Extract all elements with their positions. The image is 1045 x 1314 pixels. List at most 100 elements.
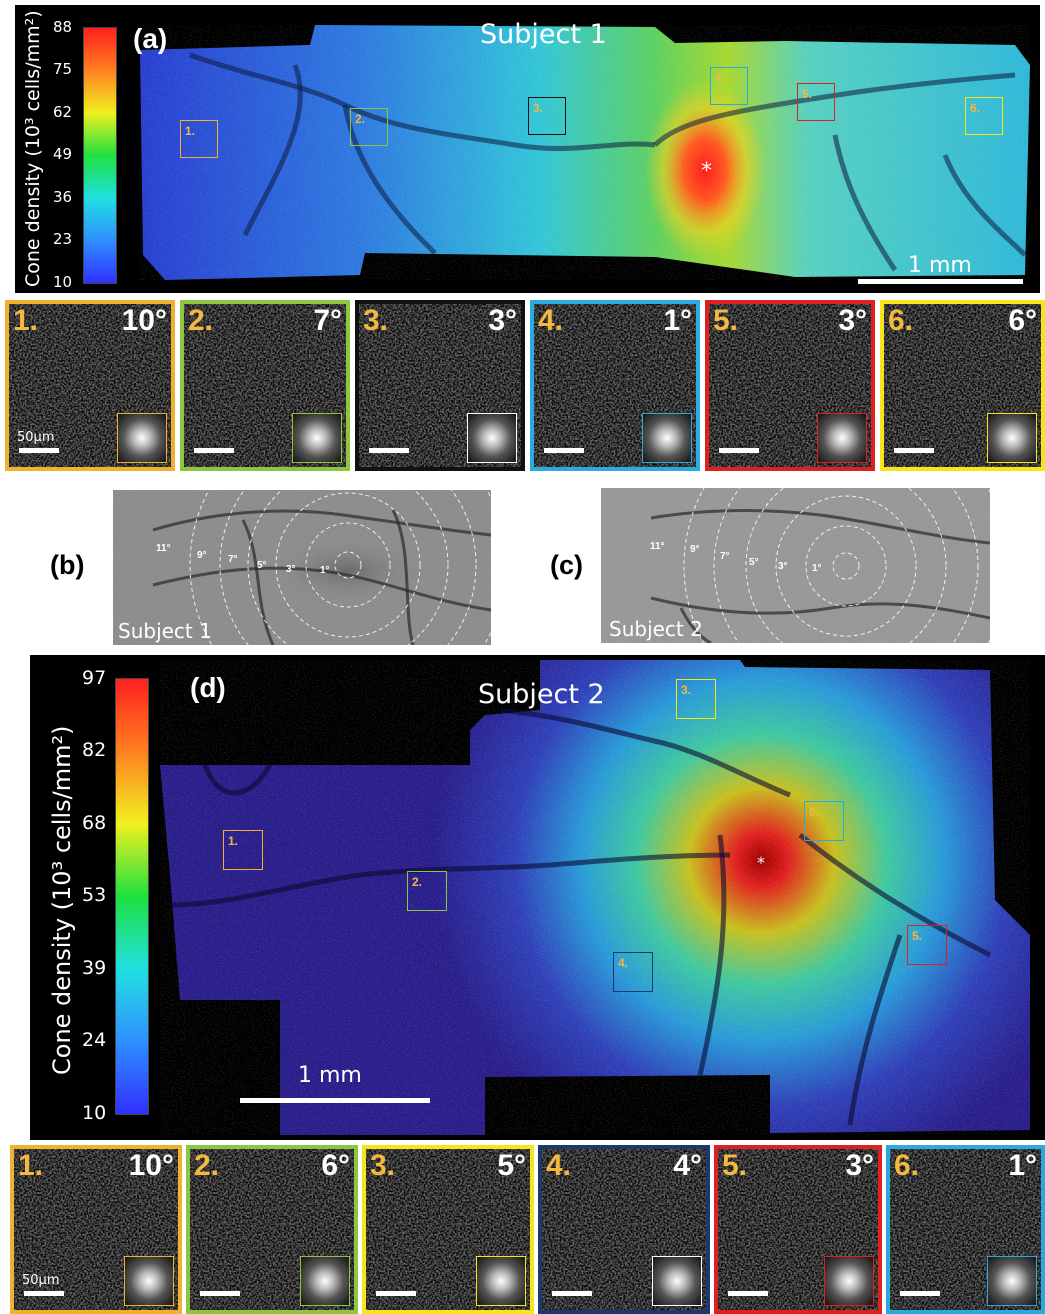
tile-number: 1. [18,1149,44,1182]
panel-a-subject: Subject 1 [480,19,607,50]
roi-box: 4. [613,952,653,992]
zoom-tile: 5. 3° [705,300,875,471]
zoom-tile: 4. 1° [530,300,700,471]
tile-eccentricity: 3° [838,304,867,337]
panel-d-scalebar [240,1098,430,1103]
tile-eccentricity: 6° [321,1149,350,1182]
zoom-tile: 3. 5° [362,1145,534,1314]
colorbar-tick: 82 [82,739,107,761]
colorbar-tick: 24 [82,1029,107,1051]
tile-number: 3. [370,1149,396,1182]
roi-box: 3. [676,679,716,719]
roi-box: 6. [965,97,1003,135]
panel-d-subject: Subject 2 [478,679,605,710]
tile-scalebar [894,448,934,453]
panel-b-subject: Subject 1 [118,619,212,643]
panel-a: * (a) Subject 1 88 75 62 49 36 23 10 Con… [15,5,1040,293]
tile-number: 4. [546,1149,572,1182]
tile-scalebar [200,1291,240,1296]
fft-inset [824,1256,874,1306]
fft-inset [300,1256,350,1306]
tile-eccentricity: 3° [845,1149,874,1182]
colorbar-tick: 53 [82,884,107,906]
fft-inset [124,1256,174,1306]
roi-box: 1. [180,120,218,158]
tile-eccentricity: 1° [1008,1149,1037,1182]
tile-number: 4. [538,304,564,337]
colorbar-tick: 10 [82,1102,107,1124]
fft-inset [476,1256,526,1306]
tile-scalebar [369,448,409,453]
colorbar-tick: 88 [53,18,73,36]
tile-number: 5. [722,1149,748,1182]
colorbar-tick: 39 [82,957,107,979]
zoom-tile: 5. 3° [714,1145,882,1314]
tile-scale-label: 50µm [17,430,55,445]
roi-box: 3. [528,97,566,135]
tile-number: 6. [894,1149,920,1182]
panel-a-colorbar-title: Cone density (10³ cells/mm²) [22,10,44,287]
svg-text:*: * [701,159,712,184]
tile-scalebar [552,1291,592,1296]
panel-c-fundus: 11° 9° 7° 5° 3° 1° Subject 2 [601,488,990,643]
panel-d-colorbar-title: Cone density (10³ cells/mm²) [48,725,76,1075]
tile-scalebar [24,1291,64,1296]
roi-box: 6. [804,801,844,841]
tile-number: 6. [888,304,914,337]
panel-b-label: (b) [50,550,85,580]
tile-eccentricity: 3° [488,304,517,337]
zoom-tile: 2. 6° [186,1145,358,1314]
zoom-tile: 3. 3° [355,300,525,471]
panel-a-label: (a) [133,23,168,54]
roi-box: 5. [907,925,947,965]
tile-scalebar [728,1291,768,1296]
fft-inset [467,413,517,463]
panel-b-fundus: 11° 9° 7° 5° 3° 1° Subject 1 [113,490,491,645]
panel-a-scalebar-label: 1 mm [908,253,972,278]
fft-inset [292,413,342,463]
panel-a-scalebar [858,279,1023,284]
tile-number: 3. [363,304,389,337]
colorbar-tick: 62 [53,103,73,121]
zoom-tile: 1. 10° 50µm [5,300,175,471]
fft-inset [117,413,167,463]
fft-inset [642,413,692,463]
tile-scalebar [19,448,59,453]
roi-box: 1. [223,830,263,870]
panel-c-label: (c) [550,550,583,580]
panel-d-scalebar-label: 1 mm [298,1063,362,1088]
tile-scalebar [719,448,759,453]
tile-eccentricity: 6° [1008,304,1037,337]
panel-d-label: (d) [190,672,226,703]
colorbar-tick: 75 [53,60,73,78]
roi-box: 4. [710,67,748,105]
panel-d-colorbar [115,678,149,1115]
colorbar-tick: 49 [53,145,73,163]
zoom-tile: 6. 6° [880,300,1045,471]
zoom-tile: 6. 1° [886,1145,1045,1314]
panel-c-subject: Subject 2 [609,617,703,641]
tile-scale-label: 50µm [22,1273,60,1288]
zoom-tile: 4. 4° [538,1145,710,1314]
tile-number: 1. [13,304,39,337]
roi-box: 2. [407,871,447,911]
roi-box: 5. [797,83,835,121]
tile-eccentricity: 1° [663,304,692,337]
panel-a-colorbar [83,27,117,284]
tile-number: 5. [713,304,739,337]
tile-number: 2. [188,304,214,337]
fft-inset [987,413,1037,463]
zoom-tile: 1. 10° 50µm [10,1145,182,1314]
tile-eccentricity: 10° [121,304,167,337]
tile-eccentricity: 7° [313,304,342,337]
tile-scalebar [376,1291,416,1296]
tile-number: 2. [194,1149,220,1182]
fft-inset [817,413,867,463]
zoom-tile: 2. 7° [180,300,350,471]
svg-text:*: * [757,853,765,872]
roi-box: 2. [350,108,388,146]
panel-d: * (d) Subject 2 97 82 68 53 39 24 10 Con… [30,655,1045,1140]
tile-scalebar [194,448,234,453]
colorbar-tick: 97 [82,667,107,689]
colorbar-tick: 36 [53,188,73,206]
